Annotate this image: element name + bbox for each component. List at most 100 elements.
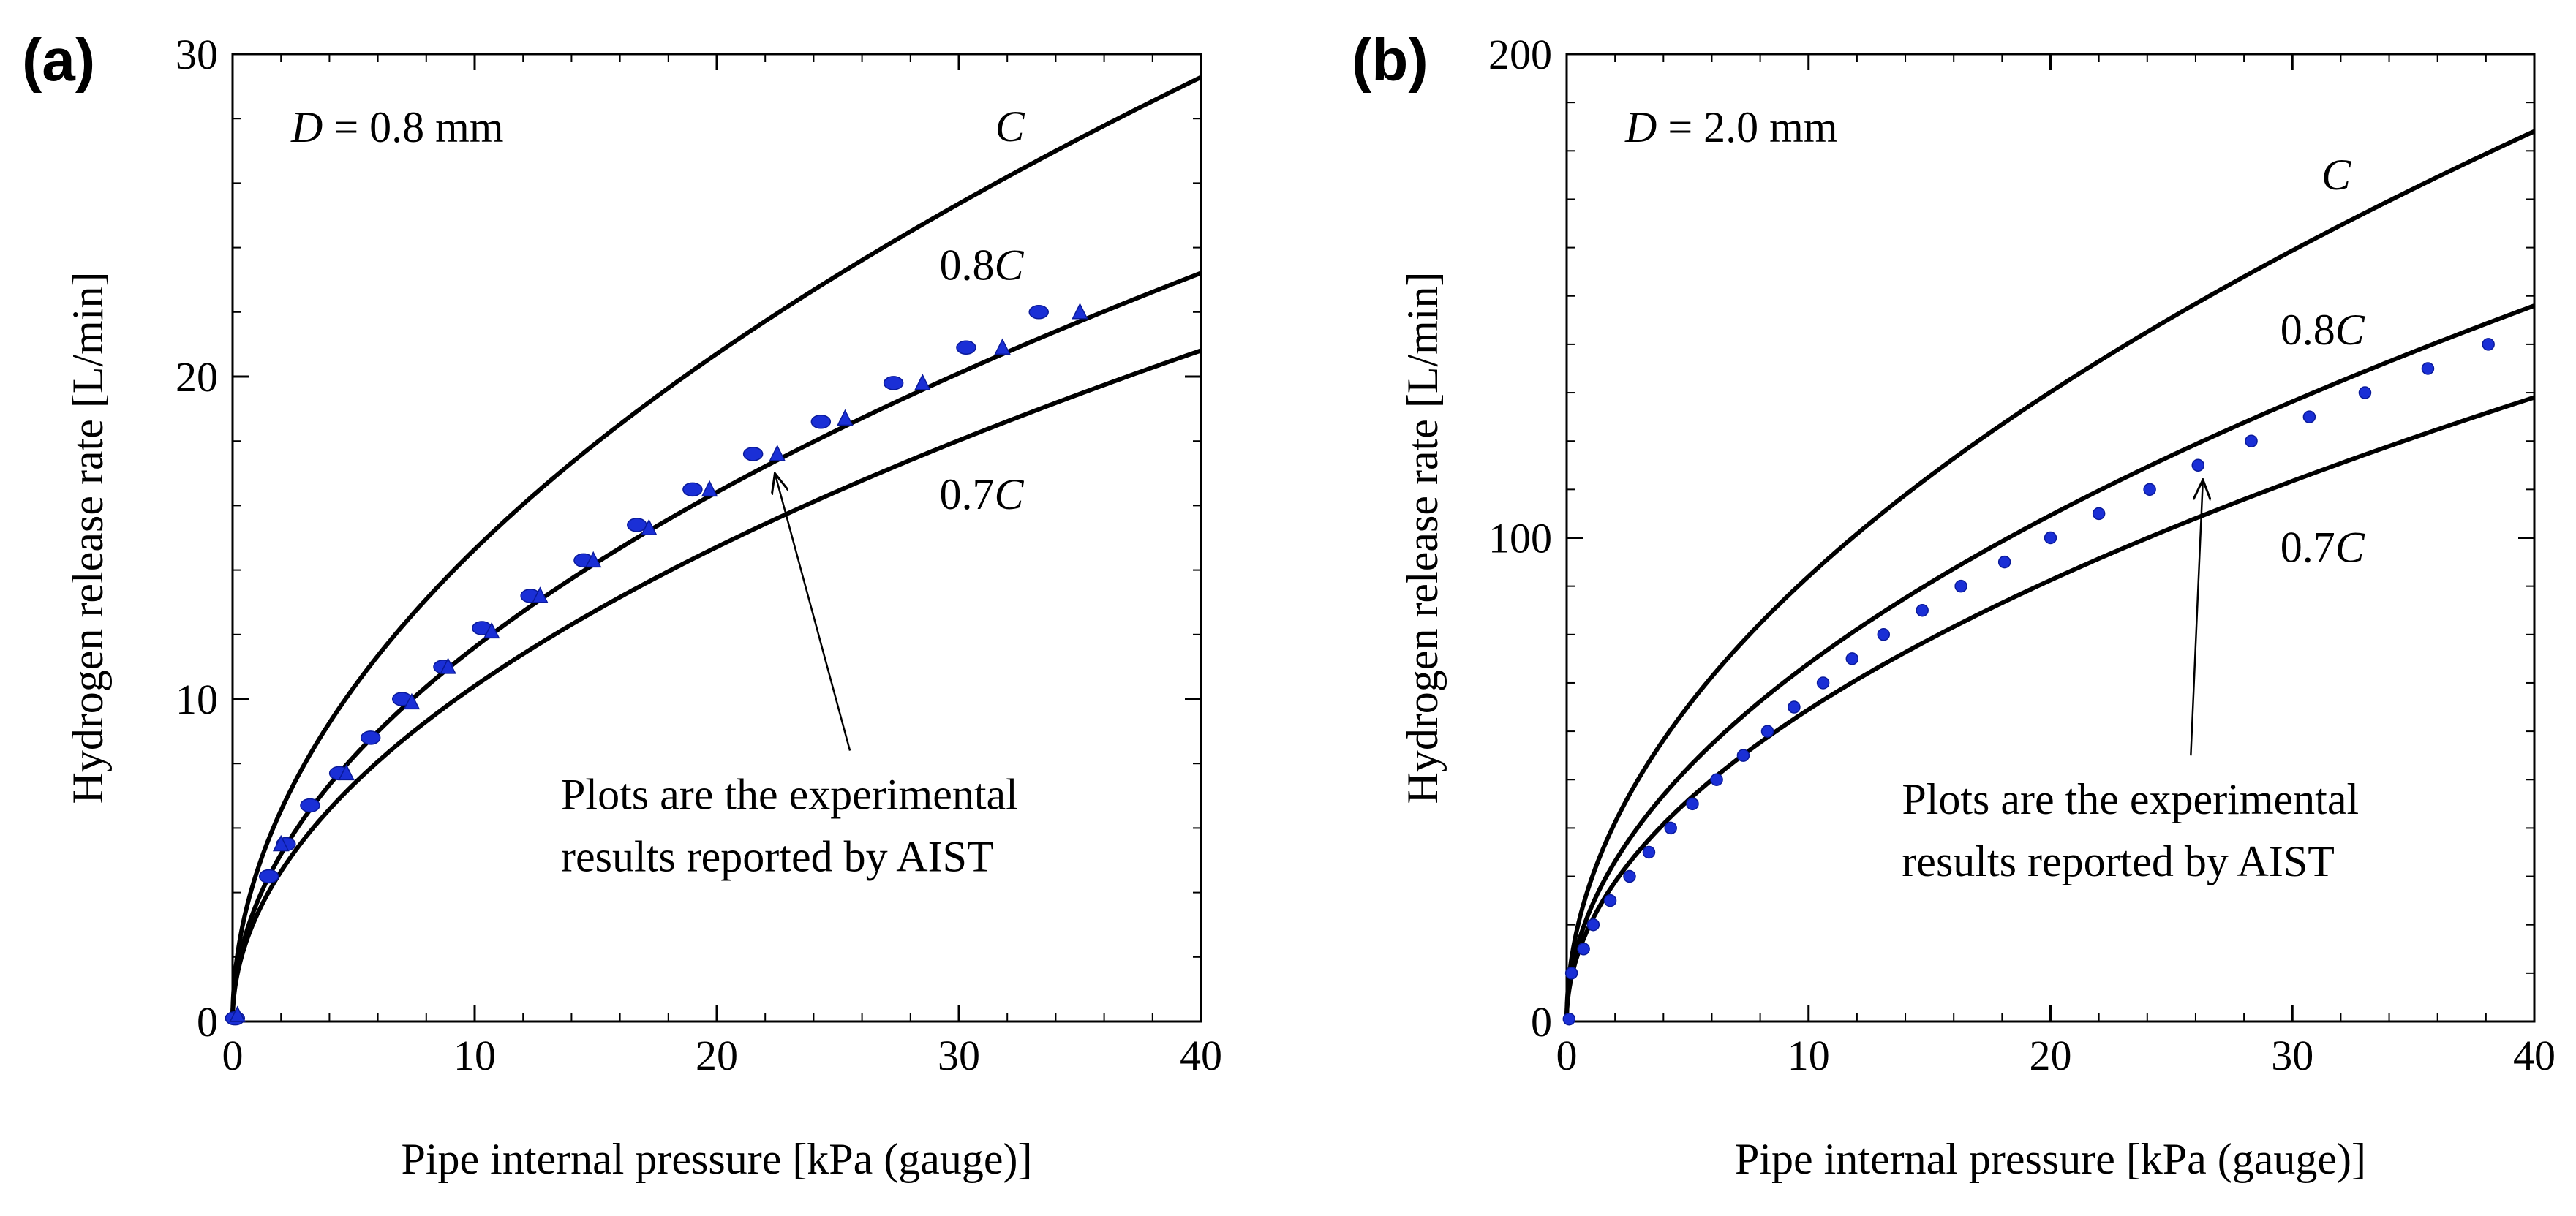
diameter-value: = 2.0 mm bbox=[1657, 103, 1837, 151]
experimental-point bbox=[2358, 386, 2372, 399]
annotation-text-line: Plots are the experimental bbox=[561, 771, 1018, 819]
curve-label-coef: 0.7 bbox=[940, 470, 995, 518]
experimental-point bbox=[272, 834, 290, 852]
experimental-point bbox=[1623, 869, 1636, 883]
y-tick-label: 100 bbox=[1488, 515, 1552, 562]
curve-08C bbox=[230, 271, 1202, 1022]
curve-07C bbox=[230, 348, 1202, 1022]
experimental-point bbox=[483, 622, 500, 639]
curve-label-var: C bbox=[2335, 524, 2365, 572]
experimental-point bbox=[837, 409, 854, 426]
experimental-point bbox=[1710, 773, 1723, 786]
experimental-point bbox=[584, 551, 602, 568]
annotation-arrow bbox=[2190, 480, 2203, 756]
experimental-point bbox=[1603, 894, 1617, 907]
y-tick-label: 20 bbox=[176, 353, 218, 401]
panel-label: (a) bbox=[22, 27, 95, 94]
curve-08C bbox=[1564, 303, 2536, 1022]
experimental-point bbox=[2191, 458, 2205, 472]
experimental-point bbox=[994, 338, 1011, 355]
experimental-point bbox=[403, 692, 421, 710]
experimental-point bbox=[883, 376, 904, 390]
annotation-text-line: results reported by AIST bbox=[1902, 837, 2335, 885]
annotation-arrow bbox=[775, 473, 851, 751]
x-tick-label: 20 bbox=[2030, 1032, 2072, 1079]
diameter-variable: D bbox=[1624, 103, 1657, 151]
curve-label-C: C bbox=[2321, 151, 2351, 199]
experimental-point bbox=[627, 518, 647, 532]
chart-panel-a: (a) 0 10 20 30 40 0 10 20 30 Pipe internal pressur… bbox=[22, 27, 1222, 1183]
curve-07C bbox=[1564, 395, 2535, 1022]
x-tick-label: 10 bbox=[1788, 1032, 1830, 1079]
experimental-point bbox=[2044, 531, 2057, 545]
experimental-point bbox=[532, 586, 549, 603]
curve-label-08C: 0.8C bbox=[940, 241, 1025, 290]
experimental-point bbox=[2245, 434, 2258, 447]
curve-label-coef: 0.7 bbox=[2281, 524, 2335, 572]
experimental-point bbox=[2421, 362, 2435, 375]
curve-label-07C: 0.7C bbox=[2281, 524, 2365, 572]
panel-label: (b) bbox=[1352, 27, 1428, 94]
y-tick-label: 30 bbox=[176, 31, 218, 78]
experimental-point bbox=[1816, 676, 1830, 690]
y-axis-label: Hydrogen release rate [L/min] bbox=[1398, 272, 1447, 804]
y-tick-label: 200 bbox=[1488, 31, 1552, 78]
annotation-text-line: Plots are the experimental bbox=[1902, 775, 2359, 823]
experimental-point bbox=[1686, 797, 1699, 811]
curve-label-08C: 0.8C bbox=[2281, 306, 2365, 354]
experimental-point bbox=[641, 518, 658, 536]
experimental-point bbox=[1577, 943, 1590, 956]
experimental-point bbox=[1997, 555, 2011, 569]
x-tick-label: 40 bbox=[2513, 1032, 2556, 1079]
experimental-point bbox=[1586, 918, 1600, 932]
x-tick-label: 30 bbox=[938, 1032, 980, 1079]
x-tick-label: 0 bbox=[1556, 1032, 1578, 1079]
experimental-point bbox=[1916, 603, 1929, 617]
experimental-point bbox=[1877, 628, 1891, 641]
y-tick-label: 0 bbox=[1531, 998, 1552, 1046]
diameter-variable: D bbox=[290, 103, 323, 151]
curve-label-var: C bbox=[995, 241, 1025, 290]
experimental-point bbox=[742, 447, 764, 461]
curve-label-coef: 0.8 bbox=[940, 241, 995, 290]
experimental-point bbox=[1564, 967, 1578, 980]
y-tick-label: 0 bbox=[197, 998, 218, 1046]
curve-label-var: C bbox=[995, 102, 1025, 151]
curve-C bbox=[230, 75, 1202, 1022]
chart-panel-b: (b) 0 10 20 30 40 0 100 200 Pipe internal pressur… bbox=[1352, 27, 2556, 1183]
experimental-point bbox=[1760, 725, 1774, 738]
experimental-point bbox=[2302, 410, 2316, 423]
diameter-label: D = 0.8 mm bbox=[290, 103, 504, 151]
curve-label-var: C bbox=[2321, 151, 2351, 199]
experimental-point bbox=[810, 414, 832, 429]
diameter-label: D = 2.0 mm bbox=[1624, 103, 1838, 151]
experimental-point bbox=[338, 763, 355, 781]
experimental-point bbox=[1642, 845, 1656, 859]
experimental-point bbox=[682, 482, 703, 497]
annotation-text-line: results reported by AIST bbox=[561, 833, 994, 881]
experimental-point bbox=[1736, 749, 1750, 762]
diameter-value: = 0.8 mm bbox=[323, 103, 503, 151]
experimental-point bbox=[956, 340, 976, 355]
experimental-point bbox=[769, 445, 786, 461]
experimental-point bbox=[2092, 507, 2106, 521]
experimental-point bbox=[1028, 305, 1049, 320]
experimental-point bbox=[1845, 652, 1859, 665]
curve-label-var: C bbox=[995, 470, 1025, 518]
x-tick-label: 10 bbox=[453, 1032, 496, 1079]
y-tick-label: 10 bbox=[176, 676, 218, 723]
experimental-point bbox=[229, 1005, 246, 1022]
experimental-point bbox=[1954, 579, 1967, 593]
x-tick-label: 0 bbox=[222, 1032, 244, 1079]
curve-label-coef: 0.8 bbox=[2281, 306, 2335, 354]
y-axis-label: Hydrogen release rate [L/min] bbox=[64, 272, 112, 804]
experimental-point bbox=[440, 657, 456, 674]
curve-label-C: C bbox=[995, 102, 1025, 151]
curve-C bbox=[1564, 129, 2536, 1022]
x-tick-label: 20 bbox=[696, 1032, 738, 1079]
experimental-point bbox=[701, 480, 718, 497]
experimental-point bbox=[2482, 338, 2495, 351]
x-axis-label: Pipe internal pressure [kPa (gauge)] bbox=[1735, 1135, 2366, 1183]
experimental-point bbox=[914, 374, 931, 390]
